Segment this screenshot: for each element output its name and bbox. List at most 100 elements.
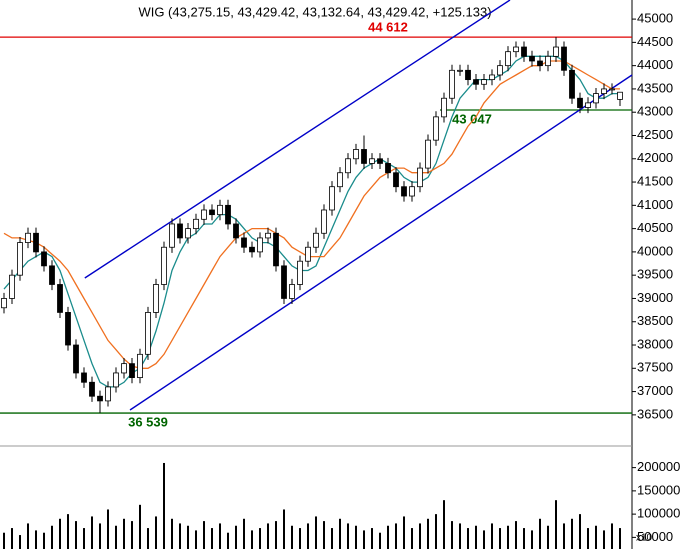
candle-body [393, 172, 399, 188]
volume-bar [547, 525, 549, 549]
candle-body [73, 344, 79, 374]
candle-body [513, 46, 519, 53]
volume-bar [611, 523, 613, 549]
volume-bar [203, 521, 205, 549]
volume-bar [387, 525, 389, 549]
volume-tick-label: 100000 [637, 506, 680, 521]
y-tick-label: 42000 [637, 150, 673, 165]
moving-average-line [3, 60, 620, 369]
candle-body [529, 55, 535, 62]
candle-body [321, 209, 327, 234]
volume-bar [227, 532, 229, 549]
volume-bar [35, 530, 37, 549]
volume-bar [339, 518, 341, 549]
level-label: 44 612 [368, 20, 408, 35]
candle-body [281, 265, 287, 299]
volume-bar [147, 528, 149, 549]
volume-bar [331, 528, 333, 549]
candle-body [521, 46, 527, 57]
candle-body [537, 60, 543, 67]
y-tick-label: 37500 [637, 360, 673, 375]
candle-body [441, 97, 447, 118]
candle-body [297, 260, 303, 285]
volume-bar [467, 528, 469, 549]
volume-bar [307, 523, 309, 549]
volume-bar [587, 528, 589, 549]
volume-bar [243, 518, 245, 549]
candle-body [241, 237, 247, 248]
volume-bar [83, 528, 85, 549]
y-tick-label: 43000 [637, 104, 673, 119]
volume-bar [603, 530, 605, 549]
volume-bar [411, 528, 413, 549]
volume-bar [371, 528, 373, 549]
candle-body [9, 274, 15, 299]
candle-body [217, 204, 223, 216]
volume-bar [99, 523, 101, 549]
volume-bar [131, 521, 133, 549]
volume-bar [555, 500, 557, 549]
level-label: 43 047 [452, 111, 492, 126]
trendline [129, 74, 633, 411]
candle-body [497, 65, 503, 76]
volume-bar [19, 535, 21, 549]
volume-bar [483, 530, 485, 549]
candle-body [457, 69, 463, 72]
volume-bar [403, 516, 405, 549]
candle-body [433, 116, 439, 141]
candle-body [265, 232, 271, 239]
volume-bar [363, 530, 365, 549]
candle-body [105, 386, 111, 402]
candle-body [57, 284, 63, 313]
volume-bar [155, 516, 157, 549]
volume-bar [27, 523, 29, 549]
candle-body [489, 74, 495, 81]
volume-unit-label: x10 [636, 533, 653, 544]
volume-bar [379, 532, 381, 549]
y-tick-label: 38500 [637, 313, 673, 328]
volume-bar [275, 521, 277, 549]
volume-bar [235, 525, 237, 549]
y-tick-label: 37000 [637, 383, 673, 398]
volume-bar [171, 518, 173, 549]
candle-body [145, 312, 151, 355]
volume-bar [219, 523, 221, 549]
volume-bar [187, 525, 189, 549]
volume-bar [107, 509, 109, 549]
volume-bar [531, 530, 533, 549]
y-tick-label: 40500 [637, 220, 673, 235]
y-tick-label: 40000 [637, 243, 673, 258]
candle-body [89, 381, 95, 397]
candle-body [465, 69, 471, 81]
candle-body [121, 363, 127, 374]
candle-body [417, 167, 423, 188]
volume-bar [419, 523, 421, 549]
y-tick-label: 41000 [637, 197, 673, 212]
volume-bar [443, 500, 445, 549]
level-label: 36 539 [128, 414, 168, 429]
candle-body [209, 209, 215, 216]
volume-bar [315, 516, 317, 549]
candle-body [289, 284, 295, 299]
volume-bar [395, 523, 397, 549]
candle-body [25, 232, 31, 243]
volume-bar [195, 530, 197, 549]
volume-bar [3, 532, 5, 549]
volume-bar [491, 523, 493, 549]
volume-bar [163, 462, 165, 549]
volume-bar [115, 525, 117, 549]
candle-body [609, 88, 615, 91]
candle-body [329, 186, 335, 211]
volume-bar [523, 528, 525, 549]
volume-bar [123, 518, 125, 549]
candle-body [313, 232, 319, 248]
volume-tick-label: 200000 [637, 459, 680, 474]
candle-body [545, 55, 551, 67]
candle-body [201, 209, 207, 220]
volume-bar [59, 518, 61, 549]
volume-bar [139, 504, 141, 549]
candle-body [601, 88, 607, 94]
candle-body [337, 172, 343, 188]
y-tick-label: 44500 [637, 34, 673, 49]
